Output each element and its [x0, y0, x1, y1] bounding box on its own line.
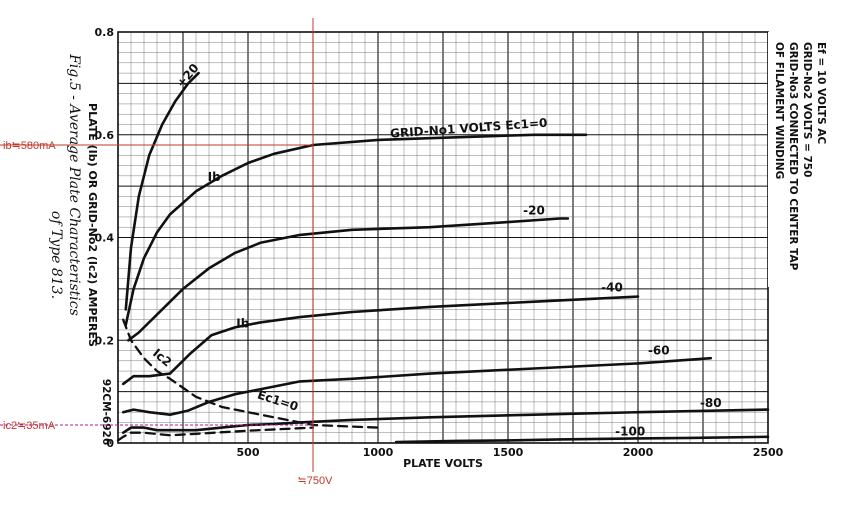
y-tick-label: 0.6	[95, 129, 115, 142]
series-line	[122, 318, 380, 429]
series-line	[116, 426, 315, 442]
series-line	[121, 295, 640, 386]
series-line	[124, 71, 200, 311]
y-tick-label: 0.2	[95, 334, 115, 347]
plate-volts-annotation: ≒750V	[298, 475, 334, 487]
curve-label: Ic2	[150, 346, 174, 370]
chart-title-line-2: of Type 813.	[48, 211, 64, 299]
curve-label: -100	[615, 424, 645, 438]
x-tick-label: 2000	[623, 446, 654, 459]
x-tick-label: 1500	[493, 446, 524, 459]
series-line	[121, 408, 770, 435]
x-tick-label: 2500	[753, 446, 784, 459]
y-tick-label: 0.4	[95, 232, 115, 245]
series-line	[394, 435, 770, 444]
y-tick-label: 0.8	[95, 26, 115, 39]
y-tick-label: 0	[106, 437, 114, 450]
conditions-box	[768, 32, 830, 287]
curve-label: Ib	[236, 316, 249, 330]
chart-grid	[117, 31, 830, 444]
series-line	[127, 217, 570, 342]
x-tick-label: 1000	[363, 446, 394, 459]
curve-label: -40	[601, 280, 623, 294]
curve-label: Ib	[208, 170, 221, 184]
figure-code: 92CM-6926	[100, 379, 112, 445]
condition-line: Ef = 10 VOLTS AC	[815, 42, 827, 144]
curve-label: -20	[523, 203, 545, 217]
ic2-annotation: ic2≒35mA	[3, 420, 56, 432]
ib-annotation: ib≒580mA	[3, 140, 56, 152]
chart-curves	[116, 71, 770, 444]
condition-line: GRID-No3 CONNECTED TO CENTER TAP	[787, 42, 799, 271]
curve-label: -80	[700, 396, 722, 410]
condition-line: GRID-No2 VOLTS = 750	[801, 42, 813, 177]
chart-title-line-1: Fig.5 - Average Plate Characteristics	[66, 53, 82, 316]
curve-label: -60	[648, 344, 670, 358]
condition-line: OF FILAMENT WINDING	[773, 42, 785, 179]
y-axis-title: PLATE (Ib) OR GRID-No2 (Ic2) AMPERES	[86, 103, 99, 347]
series-line	[124, 133, 588, 327]
series-line	[121, 356, 713, 417]
x-axis-title: PLATE VOLTS	[403, 457, 483, 470]
x-tick-label: 500	[237, 446, 260, 459]
